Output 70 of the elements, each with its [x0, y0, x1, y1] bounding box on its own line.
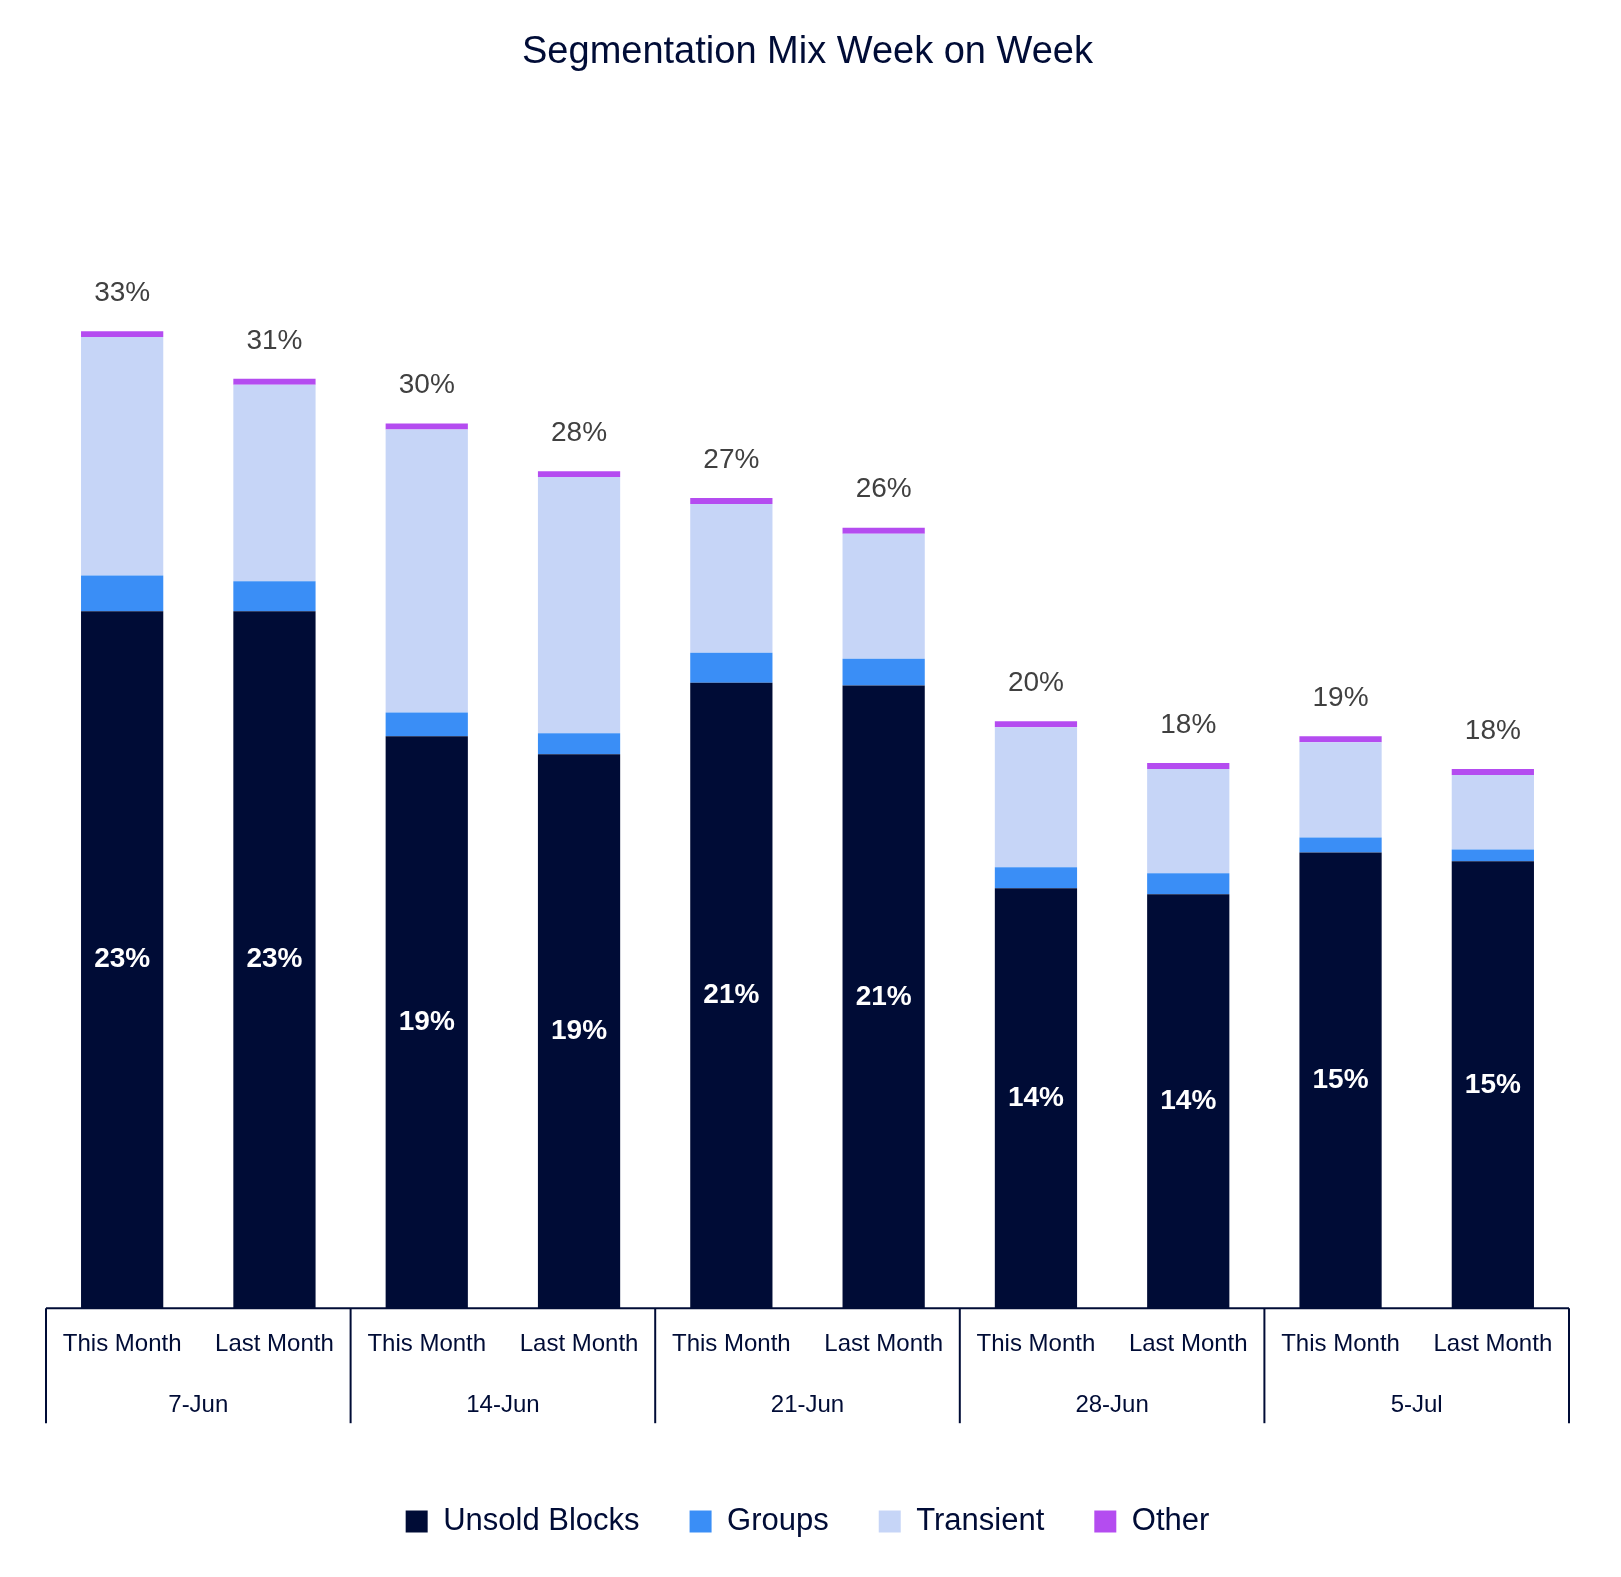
legend-label: Unsold Blocks	[443, 1502, 640, 1538]
total-label: 31%	[246, 323, 303, 355]
total-label: 19%	[1312, 680, 1369, 712]
bar	[537, 471, 621, 478]
bar	[1147, 769, 1230, 874]
bar	[994, 721, 1078, 728]
data-label: 15%	[1312, 1063, 1369, 1095]
data-label: 23%	[246, 942, 303, 974]
bar	[1299, 742, 1382, 838]
data-label: 21%	[855, 979, 912, 1011]
text: 28-Jun	[1075, 1389, 1149, 1417]
bar	[994, 727, 1078, 868]
legend-label: Groups	[727, 1502, 829, 1538]
bar	[385, 423, 468, 430]
bar	[537, 477, 621, 734]
total-label: 33%	[94, 275, 151, 307]
total-label: 20%	[1007, 666, 1064, 698]
data-label: 15%	[1464, 1067, 1521, 1099]
bar	[1299, 837, 1382, 853]
bar	[1147, 763, 1230, 770]
text: 7-Jun	[168, 1389, 229, 1417]
bar	[690, 652, 773, 683]
legend-label: Other	[1131, 1502, 1210, 1538]
total-label: 30%	[398, 368, 455, 400]
total-label: 27%	[703, 442, 760, 474]
text: 21-Jun	[770, 1389, 845, 1417]
data-label: 14%	[1160, 1083, 1217, 1115]
bar	[385, 429, 468, 713]
data-label: 19%	[398, 1004, 455, 1036]
bar	[1451, 774, 1534, 850]
x-tick-label: Last Month	[1433, 1329, 1553, 1357]
bar	[233, 378, 316, 385]
bar	[842, 533, 925, 659]
bar	[81, 337, 164, 576]
bar	[690, 503, 773, 653]
text: 14-Jun	[466, 1389, 540, 1417]
x-tick-label: This Month	[62, 1329, 182, 1357]
bar	[81, 331, 164, 338]
x-tick-label: Last Month	[215, 1329, 334, 1357]
legend-label: Transient	[916, 1502, 1045, 1538]
data-label: 21%	[703, 978, 760, 1010]
bar	[537, 733, 621, 755]
bar	[1451, 849, 1534, 862]
data-label: 19%	[551, 1013, 608, 1045]
bar	[842, 658, 925, 686]
data-label: 23%	[94, 942, 151, 974]
total-label: 18%	[1160, 707, 1217, 739]
x-tick-label: This Month	[976, 1329, 1096, 1357]
bar	[690, 497, 773, 504]
x-tick-label: Last Month	[1128, 1329, 1248, 1357]
total-label: 28%	[551, 415, 608, 447]
bar	[233, 581, 316, 612]
bar	[81, 575, 164, 612]
x-tick-label: This Month	[1281, 1329, 1400, 1357]
bar	[1299, 736, 1382, 743]
x-tick-label: This Month	[367, 1329, 487, 1357]
x-tick-label: Last Month	[824, 1329, 944, 1357]
x-tick-label: This Month	[671, 1329, 791, 1357]
bar	[385, 712, 468, 737]
text: 5-Jul	[1390, 1389, 1443, 1417]
total-label: 26%	[855, 472, 912, 504]
bar	[233, 384, 316, 582]
bar	[1147, 873, 1230, 895]
bar	[994, 867, 1078, 889]
data-label: 14%	[1007, 1080, 1065, 1112]
x-tick-label: Last Month	[519, 1329, 639, 1357]
bar	[842, 527, 925, 534]
chart-title: Segmentation Mix Week on Week	[522, 29, 1094, 72]
total-label: 18%	[1464, 713, 1521, 745]
bar	[1451, 769, 1534, 775]
